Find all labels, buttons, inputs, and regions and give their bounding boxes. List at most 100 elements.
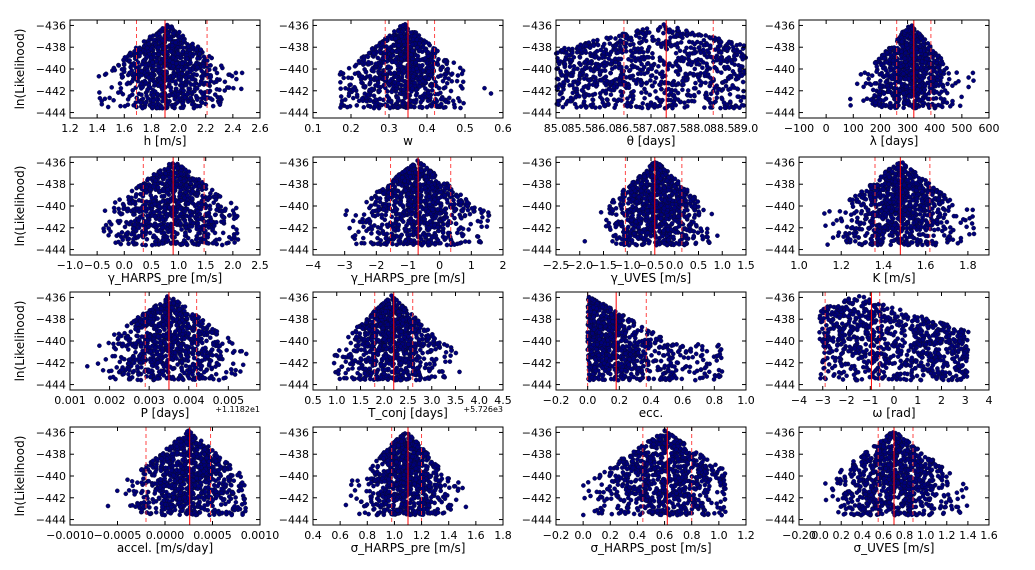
x-tick-label: 0.3 xyxy=(380,122,398,135)
data-point xyxy=(902,95,907,101)
data-point xyxy=(189,224,195,229)
data-point xyxy=(414,37,420,43)
scatter-points xyxy=(343,158,492,248)
data-point xyxy=(901,90,906,96)
data-point xyxy=(387,78,393,84)
data-point xyxy=(197,51,202,57)
data-point xyxy=(648,63,654,68)
data-point xyxy=(179,83,184,89)
data-point xyxy=(444,242,450,248)
data-point xyxy=(726,55,732,60)
data-point xyxy=(591,43,597,48)
data-point xyxy=(633,79,639,84)
data-point xyxy=(166,175,172,180)
scatter-points xyxy=(96,22,245,111)
data-point xyxy=(632,46,637,51)
data-point xyxy=(719,96,725,102)
data-point xyxy=(674,62,679,67)
data-point xyxy=(945,81,950,87)
data-point xyxy=(879,62,884,68)
data-point xyxy=(401,39,406,45)
data-point xyxy=(883,67,889,73)
data-point xyxy=(435,91,441,97)
data-point xyxy=(130,88,135,93)
data-point xyxy=(637,58,643,64)
data-point xyxy=(112,200,118,205)
data-point xyxy=(382,60,387,65)
data-point xyxy=(350,95,356,101)
data-point xyxy=(686,98,691,104)
scatter-points xyxy=(553,22,749,111)
data-point xyxy=(872,60,878,66)
data-point xyxy=(386,64,392,69)
data-point xyxy=(116,90,121,95)
data-point xyxy=(624,65,629,70)
data-point xyxy=(700,65,705,70)
data-point xyxy=(888,100,893,106)
data-point xyxy=(359,96,365,101)
data-point xyxy=(426,69,432,74)
data-point xyxy=(398,34,404,39)
data-point xyxy=(429,83,435,89)
data-point xyxy=(446,95,452,101)
data-point xyxy=(908,34,913,40)
data-point xyxy=(442,85,448,90)
x-tick-label: 89.0 xyxy=(734,122,759,135)
data-point xyxy=(151,172,157,177)
data-point xyxy=(151,51,157,57)
x-tick-label: −100 xyxy=(784,122,814,135)
x-axis-label: h [m/s] xyxy=(144,134,187,148)
data-point xyxy=(206,225,211,230)
data-point xyxy=(557,91,563,97)
data-point xyxy=(160,199,165,204)
data-point xyxy=(397,91,403,96)
data-point xyxy=(202,80,208,86)
data-point xyxy=(680,87,685,93)
data-point xyxy=(588,103,593,108)
data-point xyxy=(173,40,178,45)
data-point xyxy=(346,65,352,71)
data-point xyxy=(227,212,232,218)
data-point xyxy=(602,64,607,69)
data-point xyxy=(343,212,348,218)
data-point xyxy=(348,82,353,87)
data-point xyxy=(604,97,610,102)
data-point xyxy=(957,103,963,109)
data-point xyxy=(705,48,710,53)
data-point xyxy=(369,46,375,52)
data-point xyxy=(740,79,746,85)
data-point xyxy=(116,232,121,237)
data-point xyxy=(460,79,466,85)
data-point xyxy=(648,73,654,79)
data-point xyxy=(338,86,344,91)
data-point xyxy=(194,86,200,91)
data-point xyxy=(200,91,205,97)
x-tick-label: 1.4 xyxy=(88,122,106,135)
y-tick-label: −438 xyxy=(279,41,309,54)
data-point xyxy=(703,33,709,38)
data-point xyxy=(159,104,164,109)
data-point xyxy=(169,43,175,48)
data-point xyxy=(631,93,636,99)
data-point xyxy=(378,63,383,69)
data-point xyxy=(187,66,192,72)
data-point xyxy=(367,73,373,79)
data-point xyxy=(623,35,629,41)
data-point xyxy=(156,67,162,73)
data-point xyxy=(696,45,702,51)
data-point xyxy=(165,78,171,83)
data-point xyxy=(917,73,923,79)
data-point xyxy=(934,89,940,95)
data-point xyxy=(170,182,175,188)
data-point xyxy=(728,86,734,91)
data-point xyxy=(881,56,887,61)
data-point xyxy=(374,76,380,81)
data-point xyxy=(212,212,218,218)
data-point xyxy=(166,161,172,167)
data-point xyxy=(606,101,611,107)
data-point xyxy=(562,57,568,63)
data-point xyxy=(384,93,390,99)
data-point xyxy=(933,96,939,101)
data-point xyxy=(393,49,399,54)
data-point xyxy=(130,239,136,245)
